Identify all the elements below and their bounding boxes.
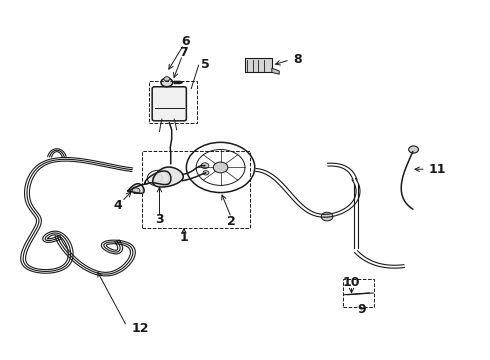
Text: 9: 9 [357, 303, 366, 316]
FancyBboxPatch shape [152, 87, 186, 121]
Circle shape [213, 162, 228, 173]
Circle shape [164, 77, 170, 81]
Bar [245, 58, 272, 72]
Text: 11: 11 [429, 163, 446, 176]
Text: 6: 6 [181, 35, 190, 49]
Text: 3: 3 [155, 213, 164, 226]
Text: 1: 1 [179, 231, 188, 244]
Circle shape [203, 171, 209, 175]
Circle shape [132, 188, 140, 194]
Polygon shape [272, 68, 279, 74]
Text: 4: 4 [114, 199, 122, 212]
Text: 12: 12 [132, 322, 149, 335]
Polygon shape [145, 171, 171, 185]
Circle shape [161, 78, 172, 87]
Text: 5: 5 [201, 58, 210, 71]
Text: 2: 2 [227, 215, 236, 228]
Circle shape [201, 163, 209, 168]
Circle shape [153, 175, 163, 182]
Polygon shape [128, 184, 144, 193]
Text: 7: 7 [179, 46, 188, 59]
FancyArrow shape [174, 81, 182, 84]
Polygon shape [153, 167, 183, 187]
Text: 10: 10 [343, 276, 360, 289]
Bar [143, 151, 250, 228]
Circle shape [321, 212, 333, 221]
Bar [343, 279, 374, 307]
Circle shape [409, 146, 418, 153]
Text: 8: 8 [293, 53, 301, 66]
